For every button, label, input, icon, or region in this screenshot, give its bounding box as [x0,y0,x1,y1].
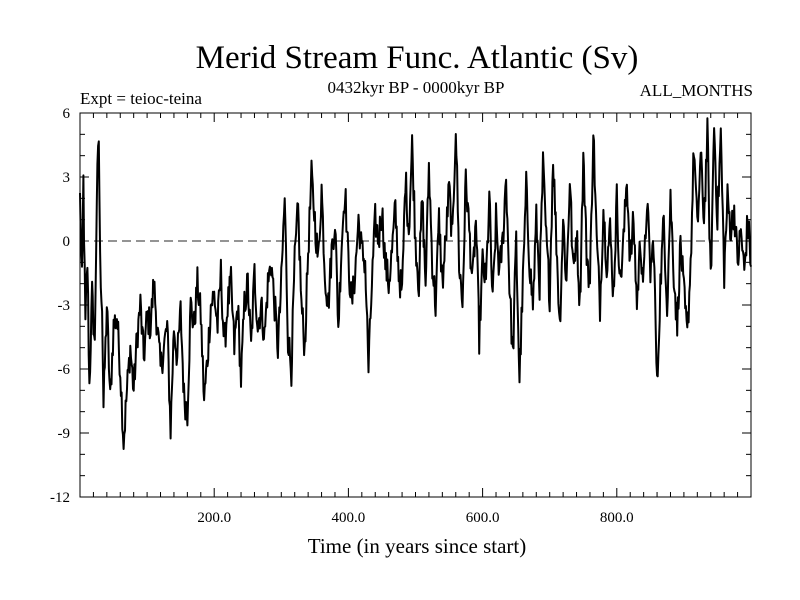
y-tick-label: -12 [50,490,70,506]
x-axis: 200.0 400.0 600.0 800.0 [92,113,739,526]
series-line [79,117,752,450]
months-label: ALL_MONTHS [640,81,753,100]
experiment-label: Expt = teioc-teina [80,89,202,108]
x-tick-label: 200.0 [197,510,231,526]
plot-frame [79,112,752,498]
y-axis: -12 -9 -6 -3 0 3 6 [50,106,751,506]
y-tick-label: 6 [63,106,71,122]
y-tick-label: -6 [58,362,71,378]
y-tick-label: -9 [58,426,71,442]
y-tick-label: 3 [63,170,71,186]
x-tick-label: 400.0 [332,510,366,526]
chart-title: Merid Stream Func. Atlantic (Sv) [196,40,639,76]
x-tick-label: 800.0 [600,510,634,526]
time-range-label: 0432kyr BP - 0000kyr BP [328,78,505,97]
x-tick-label: 600.0 [466,510,500,526]
y-tick-label: 0 [63,234,71,250]
y-tick-label: -3 [58,298,71,314]
x-axis-label: Time (in years since start) [308,534,527,558]
